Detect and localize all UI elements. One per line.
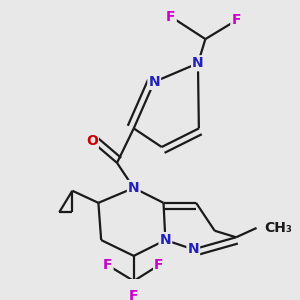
Text: N: N bbox=[188, 242, 199, 256]
Text: F: F bbox=[231, 14, 241, 28]
Text: F: F bbox=[154, 258, 164, 272]
Text: N: N bbox=[192, 56, 204, 70]
Text: N: N bbox=[160, 233, 171, 247]
Text: N: N bbox=[128, 181, 140, 195]
Text: O: O bbox=[86, 134, 98, 148]
Text: F: F bbox=[103, 258, 112, 272]
Text: F: F bbox=[129, 289, 139, 300]
Text: N: N bbox=[148, 75, 160, 89]
Text: F: F bbox=[166, 10, 176, 24]
Text: CH₃: CH₃ bbox=[264, 221, 292, 235]
